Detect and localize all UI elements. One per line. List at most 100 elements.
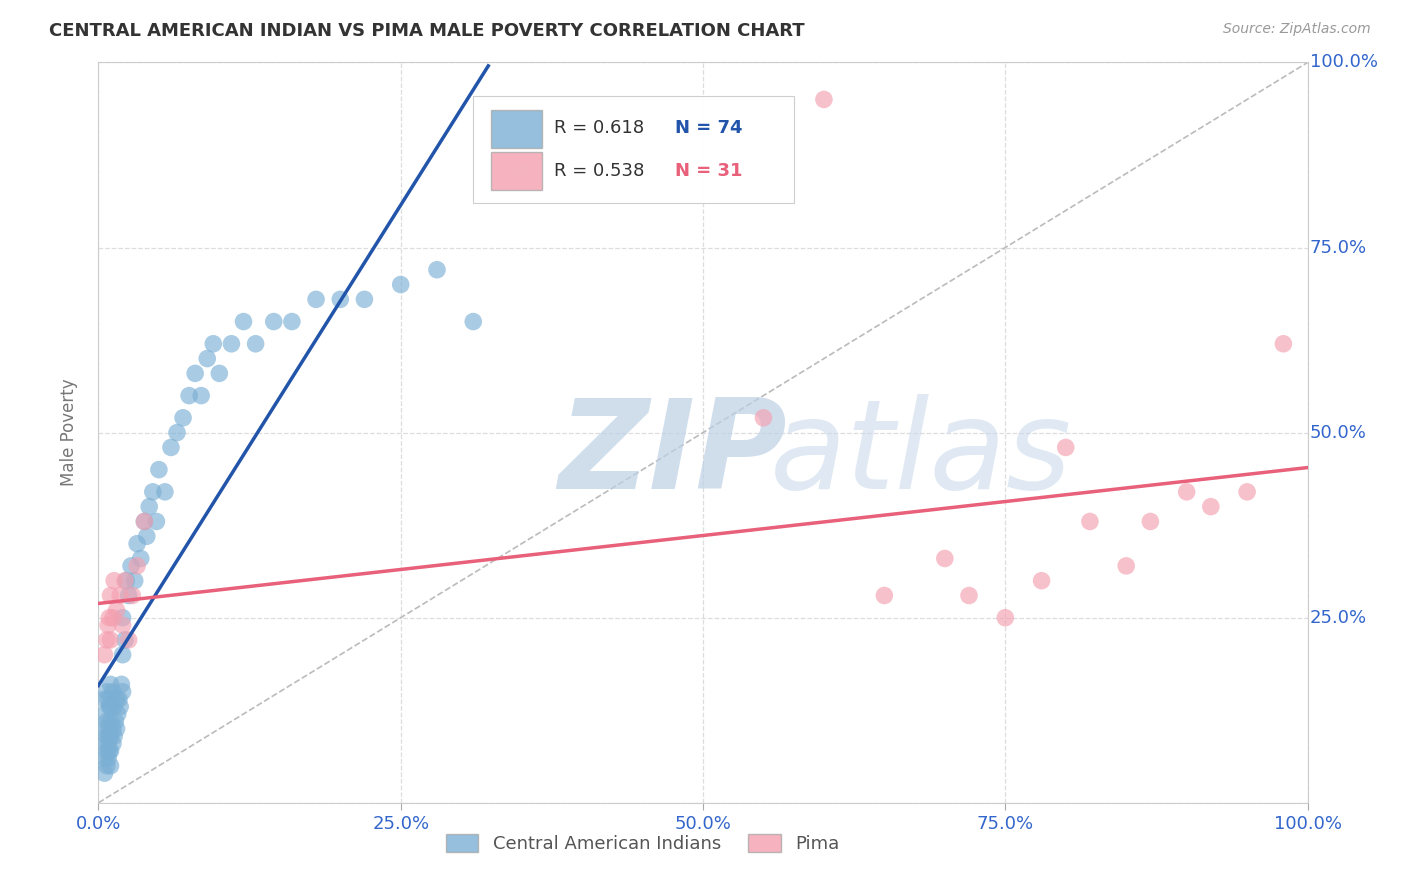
Point [1054,441,1077,455]
Point [118,632,141,647]
Point [1175,484,1198,499]
Point [353,293,375,307]
Point [103,729,125,743]
Text: N = 31: N = 31 [675,162,742,180]
Text: N = 74: N = 74 [675,120,742,137]
Point [93,751,115,765]
Point [101,685,124,699]
Point [100,589,122,603]
Point [142,484,165,499]
Point [111,610,134,624]
Point [190,388,212,402]
Point [245,336,267,351]
Point [172,410,194,425]
Point [1031,574,1053,588]
Point [114,574,136,588]
Text: atlas: atlas [769,394,1071,516]
Point [97,751,120,765]
Point [127,536,149,550]
Point [108,692,131,706]
Text: 100.0%: 100.0% [1310,54,1378,71]
Point [103,574,125,588]
Point [160,441,183,455]
Point [100,714,122,729]
Point [96,758,118,772]
Point [510,166,533,180]
Point [1078,515,1101,529]
Point [179,388,201,402]
Text: 75.0%: 75.0% [1310,238,1367,257]
Point [101,610,124,624]
Point [96,744,118,758]
Point [463,314,485,328]
Point [934,551,956,566]
Point [93,692,115,706]
Point [426,262,449,277]
Point [111,685,134,699]
Point [108,589,131,603]
Point [389,277,412,292]
Point [100,677,122,691]
Point [98,744,121,758]
Text: 25.0%: 25.0% [1310,608,1367,627]
Text: R = 0.618: R = 0.618 [554,120,644,137]
Point [873,589,896,603]
Point [98,729,121,743]
Point [153,484,176,499]
Point [129,551,152,566]
Point [208,367,231,381]
Point [100,744,122,758]
Point [138,500,160,514]
Point [1236,484,1258,499]
Point [111,618,134,632]
Point [110,677,132,691]
Point [281,314,304,328]
Point [98,699,121,714]
Point [1199,500,1222,514]
Text: R = 0.538: R = 0.538 [554,162,644,180]
Point [263,314,285,328]
Point [221,336,243,351]
Text: Source: ZipAtlas.com: Source: ZipAtlas.com [1223,22,1371,37]
Point [305,293,328,307]
Point [114,632,136,647]
Point [97,722,120,736]
Point [105,603,128,617]
Point [96,729,118,743]
Point [957,589,980,603]
Point [93,706,115,721]
Point [115,574,138,588]
Point [127,558,149,573]
Point [98,610,121,624]
Point [101,737,124,751]
Point [97,692,120,706]
Point [148,462,170,476]
Point [994,610,1017,624]
Point [97,618,120,632]
Point [329,293,352,307]
Legend: Central American Indians, Pima: Central American Indians, Pima [439,827,846,861]
Point [145,515,167,529]
Point [103,699,125,714]
Point [118,589,141,603]
Point [166,425,188,440]
Point [108,699,131,714]
Point [202,336,225,351]
Point [195,351,218,366]
Point [1272,336,1295,351]
Point [93,737,115,751]
Point [100,632,122,647]
Point [97,737,120,751]
Point [1115,558,1137,573]
Point [96,714,118,729]
Point [105,722,128,736]
Point [232,314,254,328]
Text: 50.0%: 50.0% [1310,424,1367,442]
Point [124,574,146,588]
Point [104,714,127,729]
Point [120,558,142,573]
Point [813,92,835,106]
FancyBboxPatch shape [474,95,793,203]
Point [111,648,134,662]
Text: CENTRAL AMERICAN INDIAN VS PIMA MALE POVERTY CORRELATION CHART: CENTRAL AMERICAN INDIAN VS PIMA MALE POV… [49,22,804,40]
